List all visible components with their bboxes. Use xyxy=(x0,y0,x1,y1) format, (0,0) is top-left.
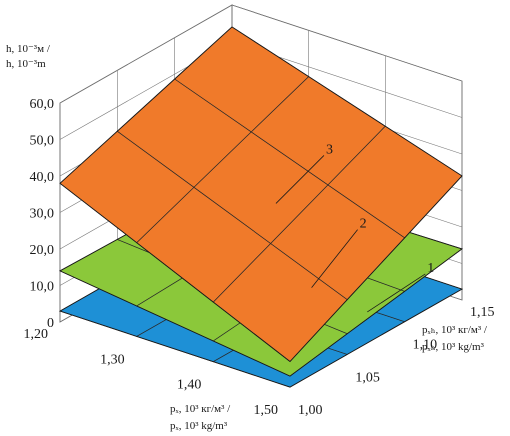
y-tick-label: 1,00 xyxy=(298,403,323,418)
z-tick-label: 20,0 xyxy=(30,243,55,258)
z-tick-label: 40,0 xyxy=(30,170,55,185)
surface-leaders: 1 2 3 xyxy=(275,142,434,313)
surface-leader-3 xyxy=(275,155,325,204)
surfaces xyxy=(58,26,464,388)
z-tick-label: 50,0 xyxy=(30,134,55,149)
z-tick-label: 10,0 xyxy=(30,280,55,295)
y-axis-label-line2: pₓₕ, 10³ kg/m³ xyxy=(422,341,485,353)
y-tick-label: 1,15 xyxy=(470,305,495,320)
surface-3-outline xyxy=(59,26,463,363)
surface-leader-1 xyxy=(367,273,426,313)
z-tick-label: 30,0 xyxy=(30,207,55,222)
y-tick-label: 1,05 xyxy=(355,370,380,385)
y-axis-label-line1: pₓₕ, 10³ кг/м³ / xyxy=(422,324,488,336)
x-tick-label: 1,20 xyxy=(24,327,49,342)
x-axis-label-line1: pₓ, 10³ кг/м³ / xyxy=(170,403,231,415)
z-axis-label-line2: h, 10⁻³m xyxy=(6,58,46,70)
z-axis-label-line1: h, 10⁻³м / xyxy=(6,43,51,55)
surface-label-1: 1 xyxy=(427,261,434,276)
x-tick-label: 1,40 xyxy=(177,378,202,393)
z-tick-label: 0 xyxy=(47,316,54,331)
x-tick-label: 1,50 xyxy=(254,403,279,418)
surface-leader-2 xyxy=(311,229,358,288)
x-tick-label: 1,30 xyxy=(100,352,125,367)
x-axis-label-line2: pₓ, 10³ kg/m³ xyxy=(170,420,228,432)
y-tick-label: 1,10 xyxy=(413,338,438,353)
axis-ticks: 0 10,0 20,0 30,0 40,0 50,0 60,0 1,20 1,30 1,40 1,5… xyxy=(24,97,495,418)
surface-3 xyxy=(59,26,463,363)
z-tick-label: 60,0 xyxy=(30,97,55,112)
surface-label-3: 3 xyxy=(326,142,333,157)
surface-label-2: 2 xyxy=(360,217,367,232)
